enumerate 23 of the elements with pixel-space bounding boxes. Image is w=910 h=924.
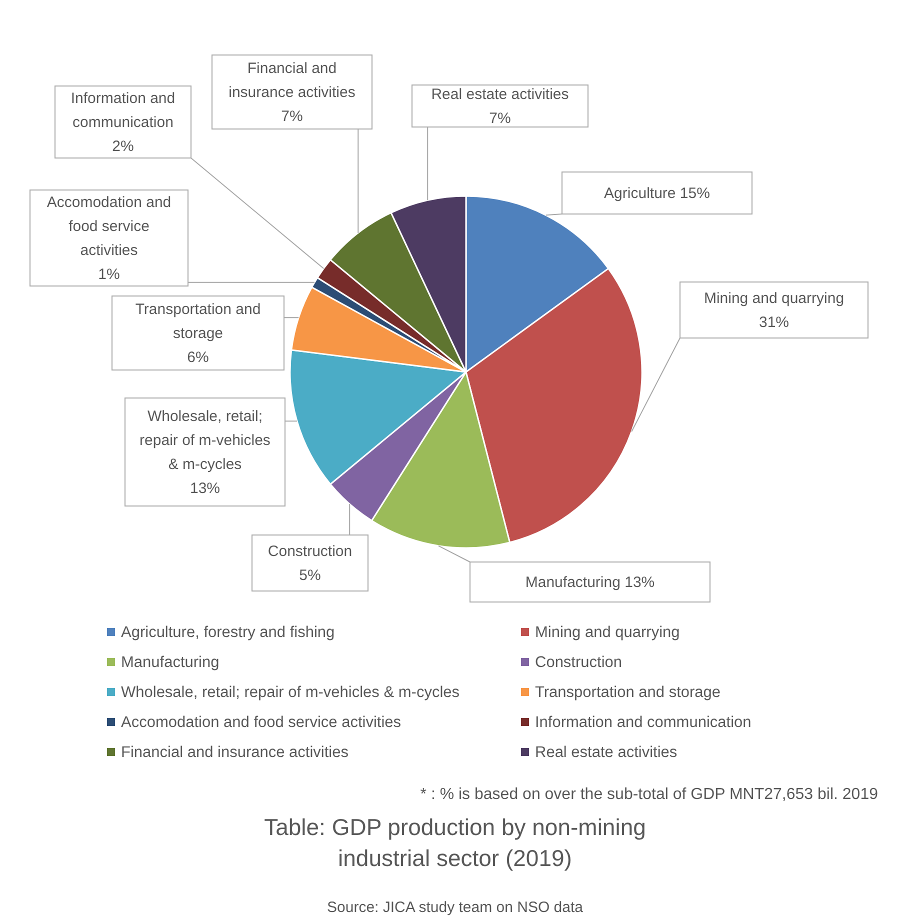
legend-label: Manufacturing — [121, 654, 220, 671]
source-note: Source: JICA study team on NSO data — [327, 899, 584, 916]
legend-label: Mining and quarrying — [535, 624, 680, 641]
legend-label: Wholesale, retail; repair of m-vehicles & m-cycles — [121, 684, 460, 701]
data-label: Agriculture 15% — [604, 185, 710, 202]
legend-label: Real estate activities — [535, 744, 678, 761]
text: * : % is based on over the sub-total of GDP MNT27,653 bil. 2019 — [420, 786, 878, 803]
legend-label: Agriculture, forestry and fishing — [121, 624, 335, 641]
legend-label: Construction — [535, 654, 622, 671]
data-label: Wholesale, retail; repair of m-vehicles & m-cycles 13% — [140, 408, 270, 497]
legend-label: Financial and insurance activities — [121, 744, 349, 761]
data-label: Real estate activities 7% — [431, 86, 569, 127]
legend-label: Accomodation and food service activities — [121, 714, 402, 731]
legend-label: Transportation and storage — [535, 684, 721, 701]
data-label: Transportation and storage 6% — [135, 301, 261, 366]
legend-label: Information and communication — [535, 714, 752, 731]
data-label: Mining and quarrying 31% — [704, 290, 844, 331]
data-label: Accomodation and food service activities 1% — [46, 194, 172, 283]
data-label: Construction 5% — [268, 543, 352, 584]
data-label: Financial and insurance activities 7% — [228, 60, 356, 125]
text: Table: GDP production by non-mining industrial sector (2019) — [264, 814, 646, 871]
data-label: Manufacturing 13% — [525, 574, 655, 591]
data-label: Information and communication 2% — [70, 90, 176, 155]
